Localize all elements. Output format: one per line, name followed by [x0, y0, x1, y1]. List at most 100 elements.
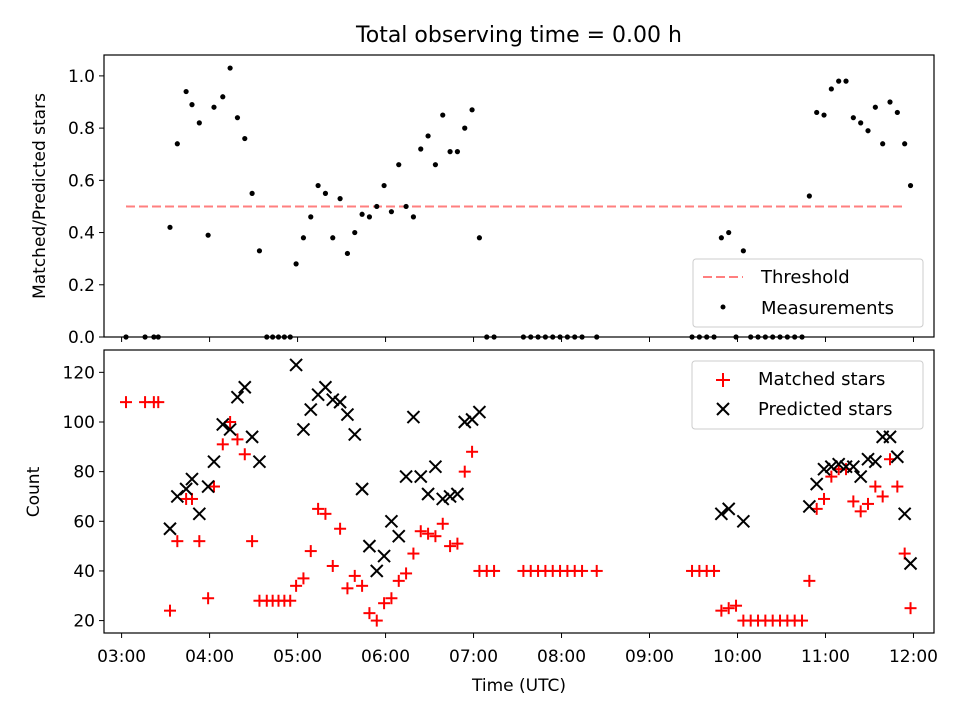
matched-star-marker	[326, 559, 339, 572]
matched-star-marker	[407, 547, 420, 560]
measurement-point	[594, 334, 600, 340]
predicted-star-marker	[846, 459, 861, 474]
measurement-point	[535, 334, 541, 340]
measurement-point	[123, 334, 129, 340]
measurement-point	[142, 334, 148, 340]
legend-matched-label: Matched stars	[758, 369, 885, 390]
predicted-star-marker	[192, 507, 207, 521]
ratio-y-tick-label: 0.2	[68, 276, 95, 296]
measurement-point	[174, 141, 180, 147]
predicted-star-marker	[809, 477, 824, 491]
predicted-star-marker	[252, 455, 267, 469]
count-y-tick-label: 60	[73, 512, 95, 532]
measurement-point	[330, 235, 336, 241]
measurement-point	[300, 235, 307, 241]
matched-star-marker	[334, 522, 347, 535]
measurement-point	[850, 115, 856, 121]
measurement-point	[476, 235, 483, 241]
predicted-star-marker	[897, 507, 912, 521]
matched-star-marker	[246, 535, 259, 548]
measurement-point	[388, 209, 395, 215]
count-legend: Matched stars Predicted stars	[691, 360, 924, 430]
matched-star-marker	[854, 505, 867, 518]
predicted-star-marker	[230, 390, 245, 404]
ratio-y-tick-label: 0.4	[68, 224, 95, 244]
measurement-point	[894, 109, 900, 116]
measurement-point	[249, 190, 255, 196]
matched-star-marker	[400, 567, 413, 580]
matched-star-marker	[341, 582, 354, 595]
predicted-star-marker	[824, 459, 839, 474]
count-y-tick-label: 20	[73, 612, 95, 632]
matched-star-marker	[825, 470, 838, 483]
matched-star-marker	[312, 502, 325, 515]
legend-measurements-swatch	[720, 304, 726, 310]
measurement-point	[836, 78, 842, 84]
matched-star-marker	[385, 592, 398, 605]
ratio-y-tick-label: 0.8	[68, 119, 95, 139]
measurement-point	[484, 334, 490, 340]
predicted-star-marker	[362, 539, 377, 553]
predicted-star-marker	[296, 422, 311, 437]
predicted-star-marker	[392, 529, 406, 543]
legend-matched-swatch	[716, 373, 730, 387]
measurement-point	[799, 334, 805, 340]
measurement-point	[425, 133, 431, 139]
measurement-point	[792, 334, 798, 340]
predicted-star-marker	[802, 499, 817, 514]
measurement-point	[748, 334, 754, 340]
measurement-point	[418, 146, 424, 152]
predicted-star-marker	[238, 380, 252, 394]
measurement-point	[227, 65, 233, 71]
matched-star-marker	[722, 602, 735, 615]
measurement-point	[205, 232, 211, 238]
predicted-star-marker	[318, 380, 333, 394]
measurement-point	[410, 214, 417, 220]
matched-star-marker	[356, 579, 369, 592]
measurement-point	[403, 203, 409, 210]
ratio-y-tick-label: 1.0	[68, 67, 95, 87]
measurement-point	[322, 190, 329, 196]
count-x-tick-label: 06:00	[361, 647, 410, 667]
matched-star-marker	[891, 480, 904, 493]
measurement-point	[491, 334, 497, 340]
ratio-y-tick-label: 0.6	[68, 171, 95, 191]
count-plot: 20 40 60 80 100 120 03:00 04:00 05:00 06:00 07:00…	[24, 349, 938, 696]
matched-star-marker	[904, 602, 917, 615]
matched-star-marker	[152, 396, 165, 409]
measurement-point	[211, 104, 217, 110]
measurement-point	[281, 334, 287, 340]
measurement-point	[887, 99, 893, 105]
measurement-point	[344, 250, 351, 257]
count-x-tick-label: 11:00	[801, 647, 850, 667]
measurement-point	[726, 229, 732, 236]
predicted-star-marker	[223, 422, 237, 437]
matched-star-marker	[370, 614, 383, 627]
legend-threshold-label: Threshold	[760, 267, 850, 288]
measurement-point	[696, 334, 702, 340]
measurement-point	[293, 261, 299, 267]
measurement-point	[872, 104, 878, 110]
matched-star-marker	[284, 594, 297, 607]
measurement-point	[557, 334, 563, 340]
predicted-star-marker	[384, 514, 399, 528]
matched-star-marker	[290, 579, 303, 592]
count-x-tick-label: 12:00	[889, 647, 938, 667]
measurement-point	[755, 334, 761, 340]
measurement-point	[806, 193, 812, 199]
measurement-point	[858, 120, 864, 126]
measurement-point	[865, 128, 871, 134]
predicted-star-marker	[304, 402, 318, 417]
predicted-star-marker	[458, 415, 472, 429]
measurement-point	[469, 107, 475, 113]
measurement-point	[432, 162, 439, 168]
predicted-star-marker	[736, 514, 751, 528]
measurement-point	[189, 102, 195, 108]
measurement-point	[564, 334, 570, 340]
predicted-star-marker	[890, 450, 905, 464]
measurement-point	[366, 214, 373, 220]
measurement-point	[447, 149, 453, 155]
predicted-star-marker	[428, 459, 443, 474]
measurement-point	[256, 248, 263, 254]
